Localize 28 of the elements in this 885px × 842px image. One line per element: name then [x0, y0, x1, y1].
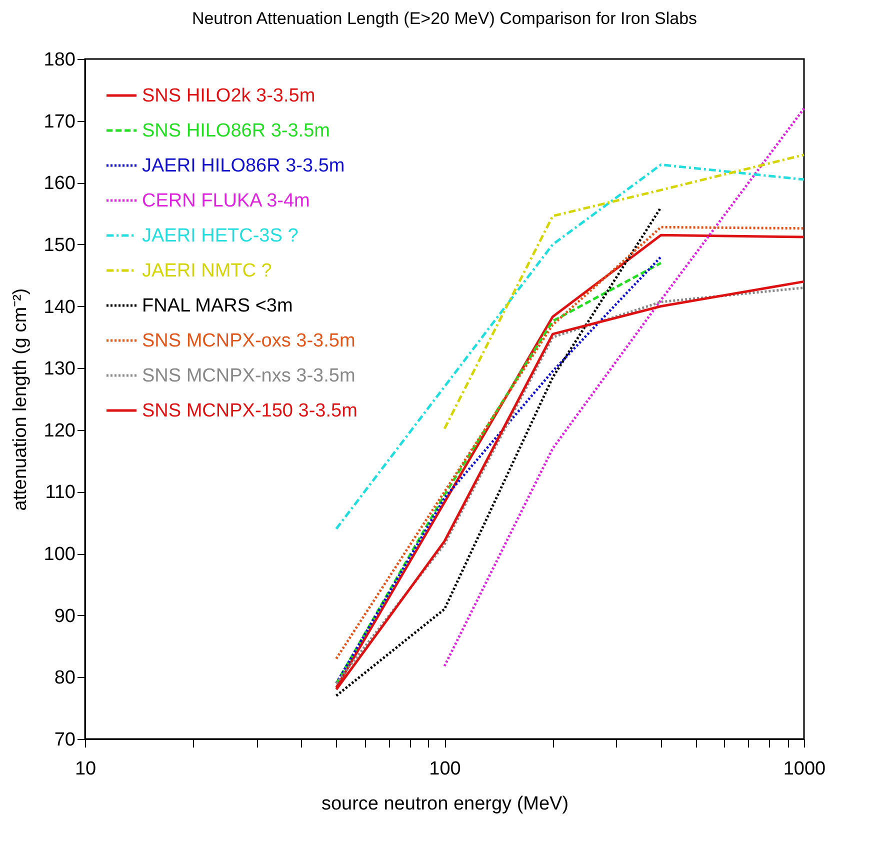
y-tick-label: 160 [44, 173, 76, 194]
legend-label: SNS MCNPX-nxs 3-3.5m [142, 366, 356, 386]
x-tick-label: 1000 [783, 758, 826, 780]
legend-label: JAERI NMTC ? [142, 260, 272, 282]
y-tick-label: 180 [44, 50, 76, 70]
x-axis-title: source neutron energy (MeV) [321, 794, 569, 814]
x-tick-label: 100 [429, 758, 461, 780]
y-tick-label: 100 [44, 544, 76, 566]
y-tick-label: 140 [44, 296, 76, 318]
legend-label: JAERI HETC-3S ? [142, 226, 298, 246]
y-tick-label: 70 [54, 730, 76, 750]
x-tick-label: 10 [74, 758, 96, 780]
legend-label: FNAL MARS <3m [142, 296, 293, 316]
y-tick-label: 90 [54, 606, 76, 627]
legend-label: SNS HILO86R 3-3.5m [142, 120, 330, 142]
chart-title: Neutron Attenuation Length (E>20 MeV) Comparison for Iron Slabs [192, 9, 698, 28]
y-tick-label: 170 [44, 111, 76, 132]
y-tick-label: 130 [44, 358, 76, 380]
legend-label: JAERI HILO86R 3-3.5m [142, 156, 345, 176]
y-tick-label: 110 [45, 482, 76, 504]
y-tick-label: 80 [54, 668, 76, 689]
legend-label: CERN FLUKA 3-4m [142, 190, 310, 212]
legend-label: SNS MCNPX-150 3-3.5m [142, 400, 358, 422]
y-tick-label: 120 [44, 420, 76, 442]
legend-label: SNS HILO2k 3-3.5m [142, 86, 316, 106]
legend-label: SNS MCNPX-oxs 3-3.5m [142, 330, 356, 352]
y-tick-label: 150 [44, 234, 76, 256]
y-axis-title: attenuation length (g cm⁻²) [10, 288, 31, 511]
